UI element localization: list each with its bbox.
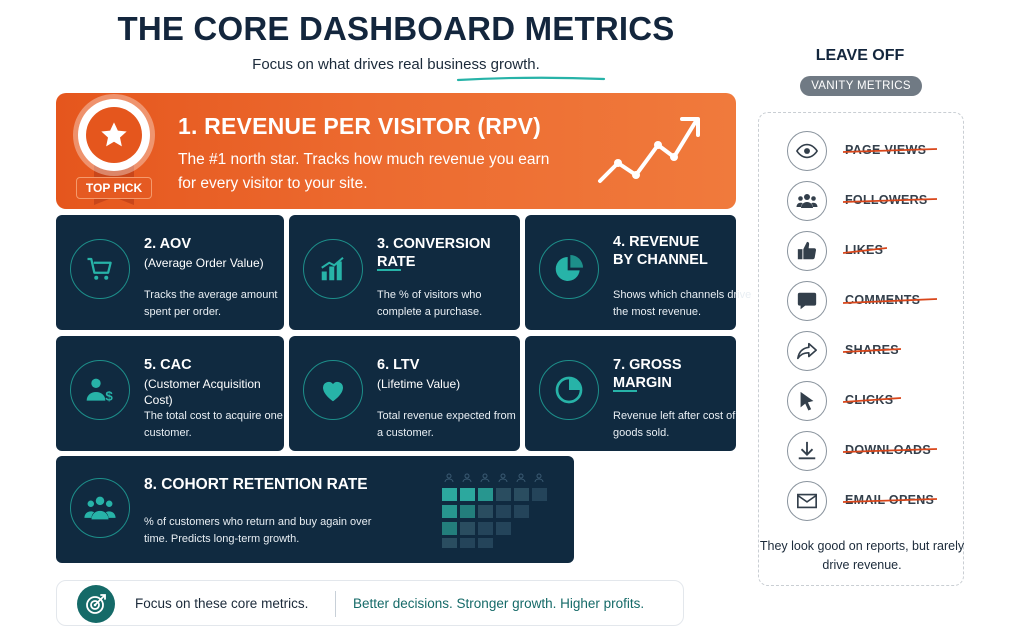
card-subtitle: (Customer Acquisition Cost) [144,377,261,407]
hero-title: 1. REVENUE PER VISITOR (RPV) [178,113,542,139]
metric-card-revenue-by-channel: 4. REVENUE BY CHANNEL Shows which channe… [525,215,751,330]
star-icon [101,122,127,147]
footer-main-text: Focus on these core metrics. [135,596,309,611]
strike-line [843,198,937,203]
vanity-metrics-panel: PAGE VIEWS FOLLOWERS LIKES COMMENTS SHAR… [758,112,964,586]
comment-icon [797,292,817,310]
group-icon-circle [70,478,130,538]
card-description: The total cost to acquire one customer. [144,410,283,439]
strike-line [843,148,937,153]
strike-line [843,397,901,403]
subtitle-highlight: real business growth [398,56,536,73]
strike-line [843,448,937,453]
card-subtitle: (Lifetime Value) [377,377,461,391]
page-subtitle: Focus on what drives real business growt… [56,56,736,73]
card-title: 6. LTV [377,357,420,373]
pie-slice-icon-circle [539,360,599,420]
vanity-item: PAGE VIEWS [787,131,957,173]
vanity-item: COMMENTS [787,281,957,323]
cohort-heatmap [442,473,547,548]
footer-banner: Focus on these core metrics. Better deci… [56,580,684,626]
thumbs-up-icon [797,241,817,260]
hero-card-rpv: TOP PICK 1. REVENUE PER VISITOR (RPV) Th… [56,93,736,209]
subtitle-underline [456,76,606,82]
download-icon [798,441,816,460]
metric-card-gross-margin: 7. GROSS MARGIN Revenue left after cost … [525,336,736,451]
hero-description: The #1 north star. Tracks how much reven… [178,151,550,192]
vanity-item: EMAIL OPENS [787,481,957,523]
heart-icon-circle [303,360,363,420]
metric-card-conversion-rate: 3. CONVERSION RATE The % of visitors who… [289,215,520,330]
star-badge [78,99,150,171]
followers-icon [796,194,818,208]
card-description: Total revenue expected from a customer. [377,410,516,439]
share-icon [797,342,817,360]
cohort-cells [442,488,547,548]
card-subtitle: (Average Order Value) [144,256,264,270]
svg-text:$: $ [105,389,113,404]
vanity-label: COMMENTS [845,293,921,307]
vanity-item: SHARES [787,331,957,373]
group-icon [84,496,116,520]
card-divider [613,390,637,392]
user-dollar-icon-circle: $ [70,360,130,420]
metric-card-cohort-retention: 8. COHORT RETENTION RATE % of customers … [56,456,574,563]
footer-tagline: Better decisions. Stronger growth. Highe… [353,596,645,611]
card-title: 5. CAC [144,357,192,373]
target-icon [86,594,106,614]
pie-slice-icon [555,376,583,404]
bar-chart-icon-circle [303,239,363,299]
cart-icon [87,257,112,280]
metric-card-ltv: 6. LTV (Lifetime Value) Total revenue ex… [289,336,520,451]
heart-icon [323,381,343,402]
card-divider [377,269,401,271]
subtitle-prefix: Focus on what drives [252,56,399,73]
pie-chart-icon [555,255,583,281]
footer-divider [335,591,336,617]
page-title: THE CORE DASHBOARD METRICS [117,10,675,47]
envelope-icon [797,493,817,509]
vanity-footer-note: They look good on reports, but rarely dr… [759,539,965,572]
card-description: Shows which channels drive the most reve… [613,289,752,318]
strike-line [843,298,937,304]
vanity-item: LIKES [787,231,957,273]
vanity-item: DOWNLOADS [787,431,957,473]
vanity-metrics-badge: VANITY METRICS [800,76,922,96]
card-title: 2. AOV [144,236,192,252]
target-icon-circle [77,585,115,623]
subtitle-suffix: . [535,56,540,73]
eye-icon [796,143,818,159]
card-description: The % of visitors who complete a purchas… [377,289,483,318]
strike-line [843,247,887,254]
card-description: Tracks the average amount spent per orde… [144,289,278,318]
cart-icon-circle [70,239,130,299]
user-dollar-icon: $ [86,378,113,404]
trend-up-icon [598,117,700,183]
metric-card-aov: 2. AOV (Average Order Value) Tracks the … [56,215,284,330]
vanity-item: CLICKS [787,381,957,423]
card-title: 4. REVENUE BY CHANNEL [613,234,708,268]
card-title: 3. CONVERSION RATE [377,236,491,270]
leave-off-heading: LEAVE OFF [815,47,905,64]
bar-chart-icon [321,256,344,281]
pie-chart-icon-circle [539,239,599,299]
strike-line [843,348,901,353]
card-description: Revenue left after cost of goods sold. [613,410,736,439]
card-description: % of customers who return and buy again … [144,516,372,545]
vanity-item: FOLLOWERS [787,181,957,223]
card-title: 7. GROSS MARGIN [613,357,682,391]
strike-line [843,498,937,503]
top-pick-badge: TOP PICK [76,177,152,199]
cohort-user-icons [444,473,544,483]
metric-card-cac: $ 5. CAC (Customer Acquisition Cost) The… [56,336,284,451]
cursor-icon [800,391,814,411]
card-title: 8. COHORT RETENTION RATE [144,476,368,493]
